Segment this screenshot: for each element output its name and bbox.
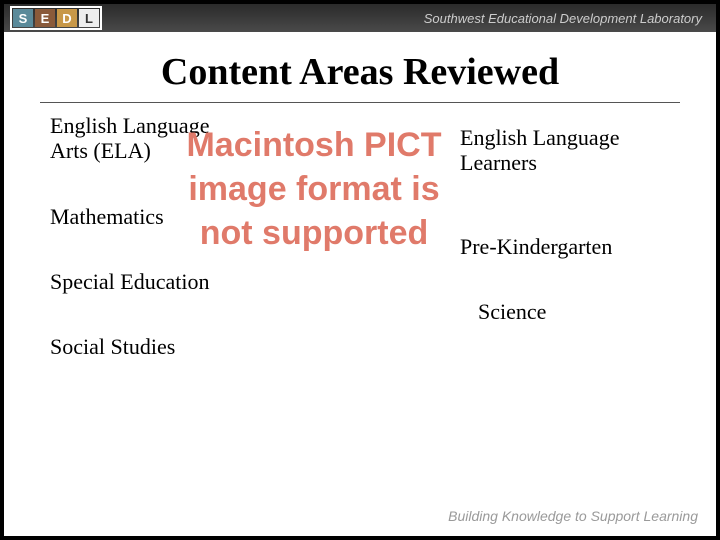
content-area-item: Special Education [50,269,250,294]
content-area-item: Social Studies [50,334,250,359]
footer-tagline: Building Knowledge to Support Learning [448,508,698,524]
logo-letter-s: S [13,9,33,27]
header-org-name: Southwest Educational Development Labora… [424,11,710,26]
logo-letter-d: D [57,9,77,27]
content-region: English Language Arts (ELA) Mathematics … [4,103,716,463]
content-right-column: English Language Learners Pre-Kindergart… [460,125,680,364]
header-bar: S E D L Southwest Educational Developmen… [4,4,716,32]
sedl-logo: S E D L [10,6,102,30]
logo-letter-l: L [79,9,99,27]
slide-title: Content Areas Reviewed [4,50,716,94]
content-area-item: Pre-Kindergarten [460,234,680,259]
content-area-item: English Language Learners [460,125,680,176]
image-error-placeholder: Macintosh PICT image format is not suppo… [174,123,454,256]
slide-container: S E D L Southwest Educational Developmen… [4,4,716,536]
logo-letter-e: E [35,9,55,27]
content-area-item: Science [460,299,680,324]
